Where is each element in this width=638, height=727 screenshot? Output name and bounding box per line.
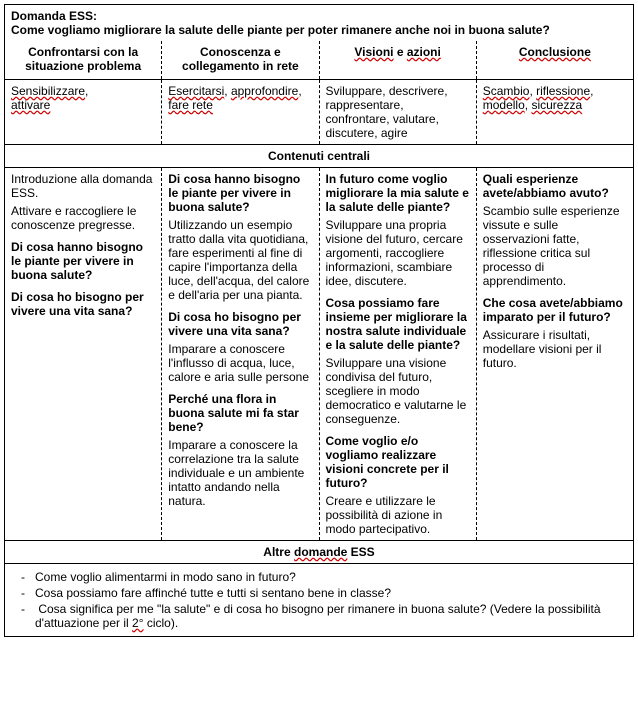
col1-line1: Confrontarsi con la [28,45,138,59]
phase-c4-w1: Scambio [483,84,530,98]
oq-3b: ciclo). [144,616,179,630]
phase-c2-w1: Esercitarsi [168,84,224,98]
oq-2: Cosa possiamo fare affinché tutte e tutt… [35,586,627,600]
section-contenuti: Contenuti centrali [5,145,634,168]
c2-b2-t: Imparare a conoscere l'influsso di acqua… [168,342,312,384]
c1-b3-q: Di cosa hanno bisogno le piante per vive… [11,240,155,282]
oq-1: Come voglio alimentarmi in modo sano in … [35,570,627,584]
phase-c4-w4: sicurezza [531,98,582,112]
c3-b3-t: Creare e utilizzare le possibilità di az… [326,494,470,536]
phase-c4: Scambio, riflessione, modello, sicurezza [476,80,633,145]
col-header-1: Confrontarsi con la situazione problema [5,41,162,80]
c1-b4-q: Di cosa ho bisogno per vivere una vita s… [11,290,155,318]
oq-3a: Cosa significa per me "la salute" e di c… [35,602,601,630]
c2-b1-t: Utilizzando un esempio tratto dalla vita… [168,218,312,302]
c3-b1-t: Sviluppare una propria visione del futur… [326,218,470,288]
phase-c4-w3: modello [483,98,525,112]
phase-c3: Sviluppare, descrivere, rappresentare, c… [319,80,476,145]
phase-c4-w2: riflessione [536,84,590,98]
col-header-4: Conclusione [476,41,633,80]
c2-b3-t: Imparare a conoscere la correlazione tra… [168,438,312,508]
col-header-3: Visioni e azioni [319,41,476,80]
content-c1: Introduzione alla domanda ESS. Attivare … [5,168,162,541]
col3-w1: Visioni [354,45,393,59]
c4-b2-q: Che cosa avete/abbiamo imparato per il f… [483,296,627,324]
c1-b2: Attivare e raccogliere le conoscenze pre… [11,204,155,232]
content-c3: In futuro come voglio migliorare la mia … [319,168,476,541]
section-altre: Altre domande ESS [5,541,634,564]
section2-pre: Altre [263,545,294,559]
col2-line2: collegamento in rete [182,59,299,73]
phase-c1-sep: , [85,84,88,98]
section2-post: ESS [347,545,374,559]
phase-c1-w2: attivare [11,98,50,112]
header-question: Come vogliamo migliorare la salute delle… [11,23,627,37]
c3-b2-t: Sviluppare una visione condivisa del fut… [326,356,470,426]
content-c4: Quali esperienze avete/abbiamo avuto? Sc… [476,168,633,541]
phase-c3-text: Sviluppare, descrivere, rappresentare, c… [326,84,448,140]
col4-line1: Conclusione [519,45,591,59]
phase-c2-w2: approfondire [231,84,298,98]
col3-w2: azioni [407,45,441,59]
col-header-2: Conoscenza e collegamento in rete [162,41,319,80]
phase-c2: Esercitarsi, approfondire, fare rete [162,80,319,145]
c1-b1: Introduzione alla domanda ESS. [11,172,155,200]
c3-b3-q: Come voglio e/o vogliamo realizzare visi… [326,434,470,490]
ess-table: Domanda ESS: Come vogliamo migliorare la… [4,4,634,637]
c2-b2-q: Di cosa ho bisogno per vivere una vita s… [168,310,312,338]
c2-b1-q: Di cosa hanno bisogno le piante per vive… [168,172,312,214]
header-title: Domanda ESS: [11,9,627,23]
phase-c2-w3: fare rete [168,98,213,112]
col1-line2: situazione problema [25,59,141,73]
oq-3w: 2° [132,616,143,630]
header-cell: Domanda ESS: Come vogliamo migliorare la… [5,5,634,42]
col3-mid: e [394,45,407,59]
c4-b1-q: Quali esperienze avete/abbiamo avuto? [483,172,627,200]
c2-b3-q: Perché una flora in buona salute mi fa s… [168,392,312,434]
section2-w: domande [294,545,347,559]
phase-c1: Sensibilizzare, attivare [5,80,162,145]
phase-c4-s2: , [590,84,593,98]
phase-c2-s1: , [224,84,231,98]
phase-c2-s2: , [298,84,301,98]
oq-3: Cosa significa per me "la salute" e di c… [35,602,627,630]
c4-b2-t: Assicurare i risultati, modellare vision… [483,328,627,370]
col2-line1: Conoscenza e [200,45,281,59]
c3-b2-q: Cosa possiamo fare insieme per migliorar… [326,296,470,352]
c3-b1-q: In futuro come voglio migliorare la mia … [326,172,470,214]
other-questions-list: Come voglio alimentarmi in modo sano in … [35,570,627,630]
c4-b1-t: Scambio sulle esperienze vissute e sulle… [483,204,627,288]
content-c2: Di cosa hanno bisogno le piante per vive… [162,168,319,541]
other-questions-cell: Come voglio alimentarmi in modo sano in … [5,564,634,637]
phase-c1-w1: Sensibilizzare [11,84,85,98]
